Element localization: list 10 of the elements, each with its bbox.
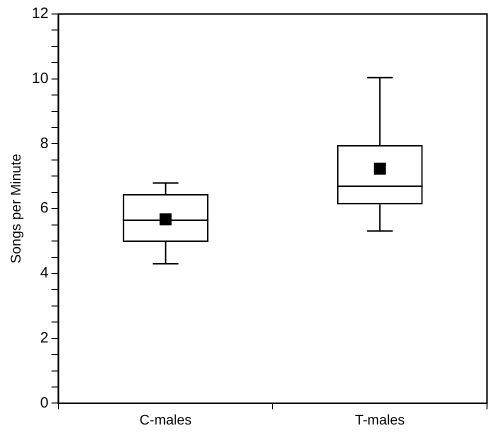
y-tick-label: 10 <box>32 70 48 88</box>
y-axis-title: Songs per Minute <box>7 154 24 264</box>
y-tick-label: 0 <box>40 394 48 412</box>
y-tick-label: 4 <box>40 264 48 282</box>
x-tick-label: C-males <box>140 411 192 428</box>
y-tick-label: 6 <box>40 200 48 217</box>
y-tick-label: 8 <box>40 134 48 152</box>
x-tick-label: T-males <box>354 411 405 428</box>
y-tick-label: 12 <box>32 5 48 22</box>
y-tick-label: 2 <box>40 329 48 346</box>
